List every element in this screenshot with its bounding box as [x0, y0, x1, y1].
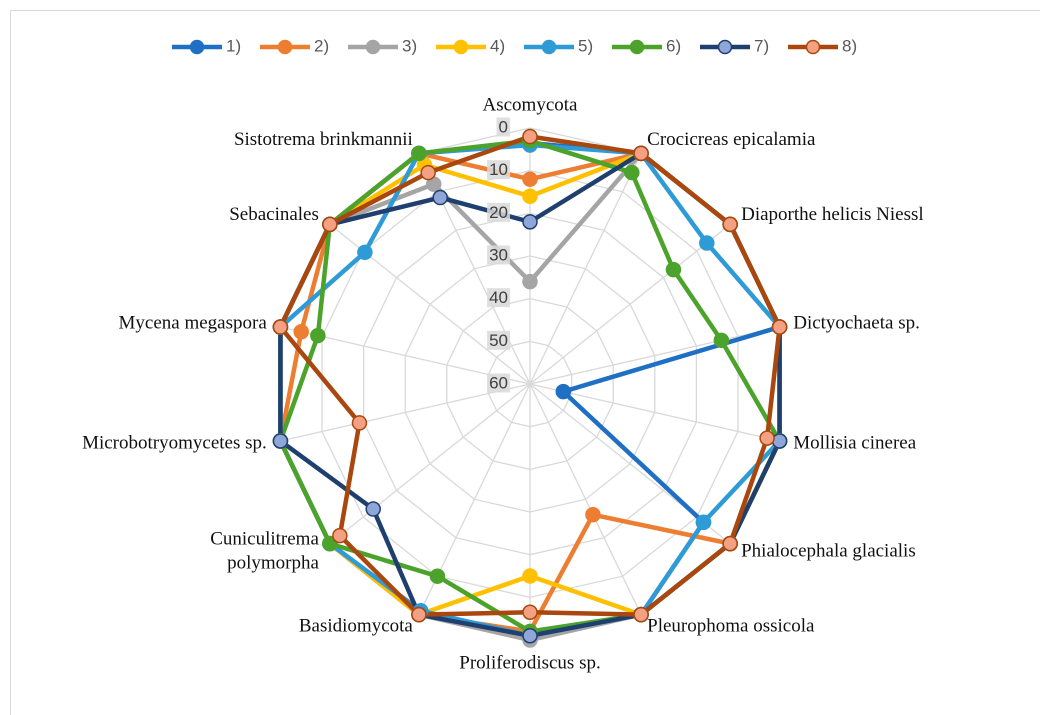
spoke — [529, 383, 780, 442]
series-marker — [522, 188, 538, 205]
series-marker — [771, 433, 788, 449]
legend-label: 8) — [842, 36, 857, 55]
category-label: Mollisia cinerea — [793, 432, 916, 453]
series-marker — [695, 514, 712, 531]
series-layer — [272, 128, 788, 648]
legend-marker — [189, 39, 205, 55]
legend-marker — [277, 39, 293, 55]
series-marker — [293, 324, 309, 340]
r-tick-label: 50 — [489, 331, 508, 350]
series-marker — [713, 332, 730, 349]
legend-label: 1) — [226, 36, 241, 55]
series-marker — [365, 501, 381, 517]
chart-frame — [10, 10, 1040, 715]
tick-label-box — [487, 202, 510, 222]
series-marker — [665, 261, 682, 278]
series-marker — [429, 568, 446, 584]
series-marker — [522, 171, 538, 187]
r-tick-label: 40 — [489, 288, 508, 307]
legend-marker — [365, 39, 381, 55]
legend-label: 3) — [402, 36, 417, 55]
series-marker — [322, 216, 338, 233]
legend-label: 5) — [578, 36, 593, 55]
legend-marker — [453, 39, 469, 55]
category-label: Ascomycota — [483, 94, 579, 115]
spoke — [529, 383, 642, 615]
spoke — [329, 383, 531, 545]
category-label: Sistotrema brinkmannii — [234, 129, 413, 150]
legend-marker — [805, 39, 821, 55]
series-marker — [522, 128, 538, 145]
category-label: Pleurophoma ossicola — [647, 616, 815, 637]
legend-label: 7) — [754, 36, 769, 55]
legend-marker — [629, 39, 645, 55]
series-marker — [357, 244, 373, 261]
series-marker — [420, 164, 436, 181]
series-marker — [351, 415, 368, 431]
category-label: Cuniculitrema polymorpha — [210, 529, 319, 574]
labels-layer: 0 10 20 30 40 50 60 Ascomycota Crocicreas epical… — [82, 36, 924, 673]
series-marker — [432, 189, 448, 206]
r-tick-label: 30 — [489, 245, 508, 264]
series-marker — [633, 145, 649, 162]
category-label: Proliferodiscus sp. — [459, 652, 600, 673]
series-marker — [332, 527, 348, 544]
category-label: Mycena megaspora — [119, 312, 268, 333]
spoke — [280, 383, 531, 442]
series-marker — [759, 430, 775, 446]
series-marker — [522, 214, 538, 230]
legend-marker — [717, 39, 733, 55]
tick-label-box — [487, 373, 510, 393]
series-marker — [624, 164, 640, 181]
category-label: Crocicreas epicalamia — [647, 129, 816, 150]
legend-label: 6) — [666, 36, 681, 55]
spoke — [529, 153, 642, 385]
r-tick-label: 60 — [489, 373, 508, 392]
category-label: Diaporthe helicis Niessl — [741, 204, 924, 225]
category-label: Phialocephala glacialis — [741, 541, 916, 562]
category-label: Sebacinales — [229, 204, 319, 225]
r-tick-label: 0 — [499, 117, 508, 136]
spoke — [529, 326, 780, 385]
series-marker — [522, 273, 538, 290]
category-label: Basidiomycota — [299, 616, 414, 637]
legend-marker — [541, 39, 557, 55]
series-marker — [522, 627, 538, 644]
r-tick-label: 20 — [489, 203, 508, 222]
tick-label-box — [487, 245, 510, 265]
series-marker — [699, 235, 715, 251]
series-marker — [411, 606, 427, 623]
series-marker — [411, 145, 427, 162]
series-marker — [771, 319, 788, 335]
series-marker — [585, 506, 601, 523]
series-marker — [722, 216, 738, 233]
r-tick-label: 10 — [489, 160, 508, 179]
series-marker — [522, 568, 538, 584]
spoke — [529, 223, 731, 385]
category-label: Dictyochaeta sp. — [793, 312, 920, 333]
legend-label: 2) — [314, 36, 329, 55]
series-marker — [322, 535, 338, 552]
tick-label-box — [487, 288, 510, 308]
tick-label-box — [487, 330, 510, 350]
series-marker — [272, 433, 289, 449]
series-marker — [633, 606, 649, 623]
category-label: Microbotryomycetes sp. — [82, 432, 267, 453]
tick-label-box — [487, 160, 510, 180]
series-marker — [722, 535, 738, 552]
series-marker — [310, 327, 326, 344]
legend-label: 4) — [490, 36, 505, 55]
tick-label-box — [496, 117, 510, 137]
series-marker — [555, 383, 572, 400]
series-marker — [272, 319, 289, 335]
series-marker — [522, 604, 538, 621]
